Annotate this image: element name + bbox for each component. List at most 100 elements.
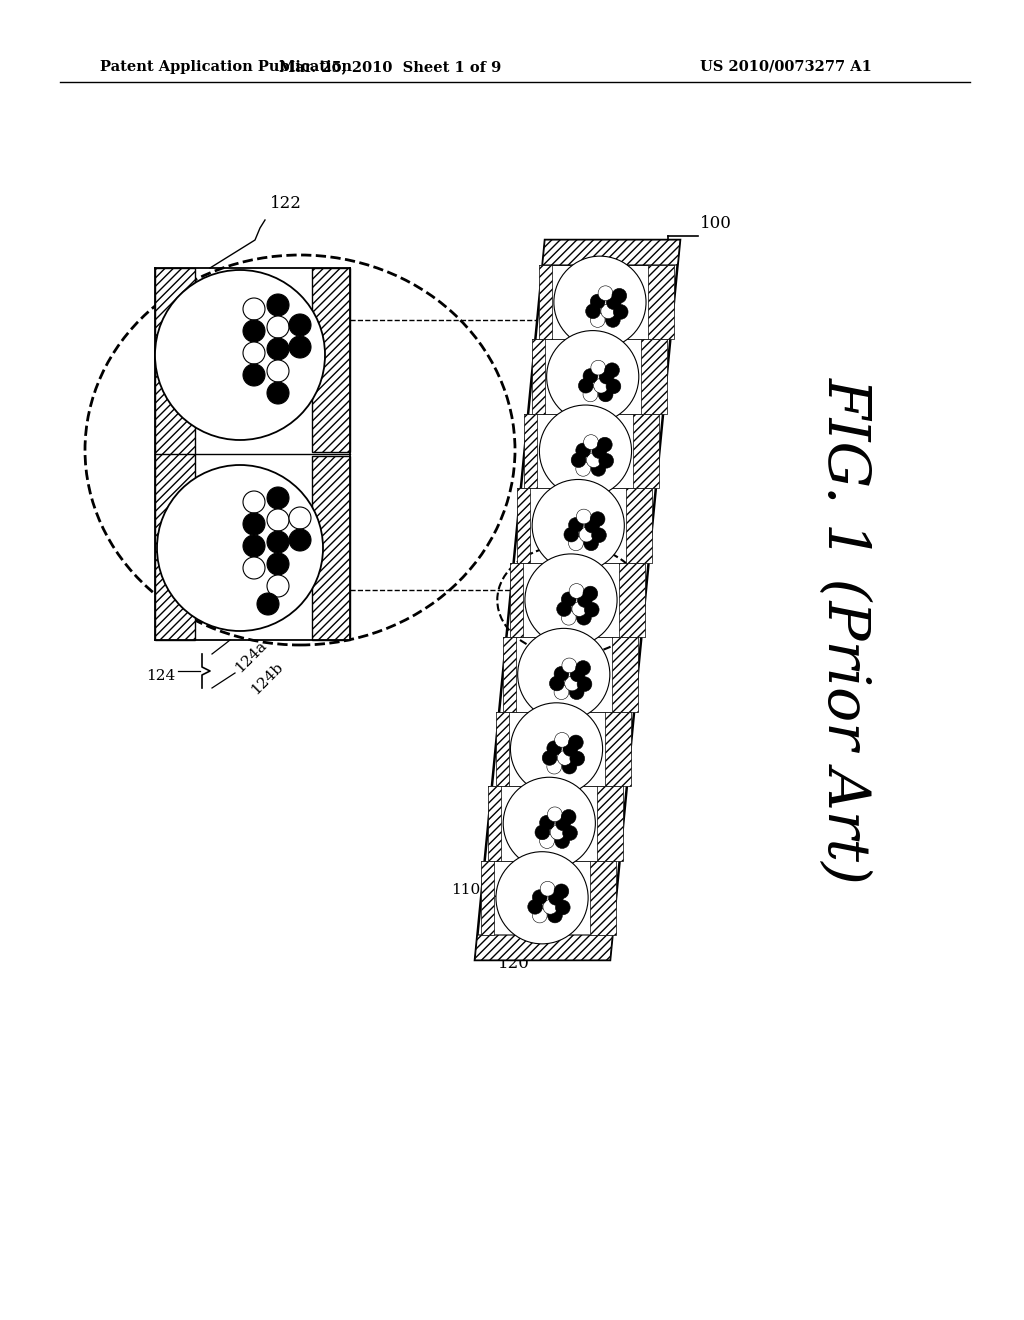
Polygon shape [312,268,350,451]
Polygon shape [611,638,638,711]
Polygon shape [648,265,674,339]
Circle shape [586,304,600,318]
Circle shape [549,891,563,906]
Circle shape [587,453,601,467]
Circle shape [569,583,584,598]
Circle shape [583,387,598,401]
Polygon shape [627,488,652,562]
Circle shape [601,304,615,318]
Text: Patent Application Publication: Patent Application Publication [100,59,352,74]
Circle shape [550,825,565,840]
Circle shape [540,405,632,498]
Circle shape [532,479,625,572]
Circle shape [579,379,593,393]
Polygon shape [481,861,494,935]
Polygon shape [488,787,502,861]
Circle shape [289,314,311,337]
Polygon shape [590,861,616,935]
Circle shape [540,816,554,830]
Text: 124b: 124b [248,659,286,697]
Circle shape [585,602,599,616]
Circle shape [575,660,591,676]
Polygon shape [510,562,523,638]
Circle shape [157,465,323,631]
Circle shape [568,735,584,750]
Circle shape [267,338,289,360]
Text: 124: 124 [145,669,175,682]
Circle shape [575,462,591,477]
Circle shape [575,444,591,458]
Circle shape [267,510,289,531]
Polygon shape [531,339,545,414]
Circle shape [590,313,605,327]
Circle shape [577,610,591,626]
Circle shape [606,294,622,310]
Circle shape [580,527,594,543]
Circle shape [585,519,599,533]
Circle shape [583,368,598,383]
Circle shape [550,676,564,690]
Polygon shape [517,488,530,562]
Circle shape [577,510,591,524]
Circle shape [289,507,311,529]
Polygon shape [524,414,538,488]
Circle shape [289,529,311,550]
Circle shape [570,667,585,682]
Circle shape [578,593,592,607]
Circle shape [568,536,584,550]
Circle shape [267,576,289,597]
Circle shape [243,342,265,364]
Circle shape [572,602,587,616]
Circle shape [561,591,577,607]
Circle shape [267,553,289,576]
Polygon shape [496,711,509,787]
Circle shape [605,363,620,378]
Circle shape [599,370,614,384]
Circle shape [597,437,612,451]
Circle shape [267,487,289,510]
Circle shape [561,610,577,626]
Circle shape [257,593,279,615]
Circle shape [554,884,568,899]
Circle shape [543,899,558,915]
Circle shape [612,288,627,304]
Polygon shape [641,339,667,414]
Circle shape [243,557,265,579]
Polygon shape [475,935,612,960]
Circle shape [555,834,569,849]
Circle shape [267,360,289,381]
Circle shape [243,319,265,342]
Circle shape [584,536,598,550]
Circle shape [267,315,289,338]
Text: 110: 110 [451,883,480,898]
Text: FIG. 1 (Prior Art): FIG. 1 (Prior Art) [817,376,873,883]
Polygon shape [604,711,631,787]
Circle shape [594,379,608,393]
Circle shape [267,294,289,315]
Circle shape [243,535,265,557]
Circle shape [503,777,595,870]
Circle shape [591,462,606,477]
Circle shape [568,517,584,532]
Circle shape [554,667,568,681]
Circle shape [605,313,621,327]
Circle shape [527,899,543,915]
Circle shape [547,759,561,774]
Circle shape [532,890,547,904]
Circle shape [569,685,584,700]
Circle shape [496,851,588,944]
Circle shape [554,256,646,348]
Circle shape [243,491,265,513]
Polygon shape [503,638,516,711]
Circle shape [570,751,585,766]
Circle shape [525,554,617,645]
Circle shape [155,271,325,440]
Circle shape [510,702,602,795]
Circle shape [598,387,613,401]
Circle shape [562,825,578,841]
Circle shape [592,528,606,543]
Circle shape [267,381,289,404]
Circle shape [518,628,610,721]
Circle shape [590,294,605,309]
Circle shape [555,733,569,747]
